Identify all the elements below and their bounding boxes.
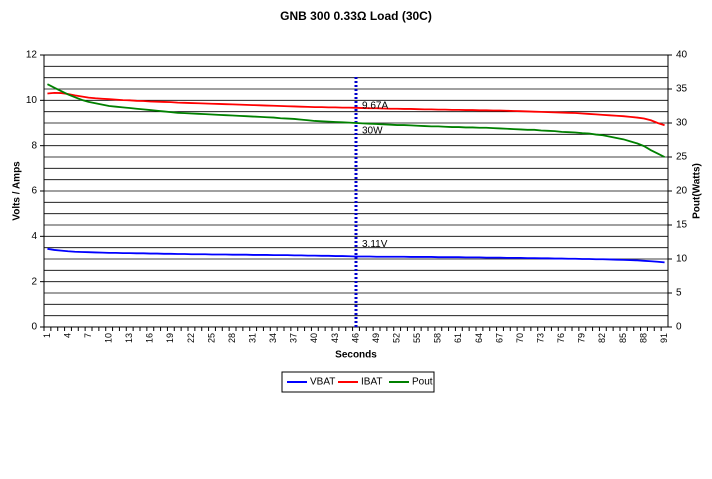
legend-label: IBAT [361, 377, 382, 388]
chart-title: GNB 300 0.33Ω Load (30C) [280, 9, 432, 23]
x-tick-label: 82 [597, 333, 607, 343]
x-tick-label: 22 [186, 333, 196, 343]
y2-tick-label: 15 [676, 220, 688, 231]
x-tick-label: 67 [494, 333, 504, 343]
x-tick-label: 52 [392, 333, 402, 343]
annotation: 30W [362, 126, 383, 137]
series-line [47, 247, 665, 264]
x-tick-label: 28 [227, 333, 237, 343]
x-tick-label: 37 [289, 333, 299, 343]
x-tick-label: 61 [453, 333, 463, 343]
legend: VBAT IBAT Pout [281, 371, 435, 393]
x-tick-label: 85 [618, 333, 628, 343]
y2-tick-label: 40 [676, 50, 688, 61]
x-tick-label: 7 [83, 333, 93, 338]
x-tick-label: 55 [412, 333, 422, 343]
y-tick-label: 8 [31, 140, 37, 151]
y2-axis-label: Pout(Watts) [692, 163, 703, 219]
x-tick-label: 16 [145, 333, 155, 343]
x-tick-label: 73 [536, 333, 546, 343]
x-tick-label: 88 [638, 333, 648, 343]
y-tick-label: 2 [31, 276, 37, 287]
x-tick-label: 49 [371, 333, 381, 343]
y2-tick-label: 0 [676, 322, 682, 333]
annotation: 9.67A [362, 100, 388, 111]
x-tick-label: 91 [659, 333, 669, 343]
x-axis-label: Seconds [335, 350, 377, 361]
x-tick-label: 1 [42, 333, 52, 338]
y2-tick-label: 35 [676, 84, 688, 95]
x-tick-label: 76 [556, 333, 566, 343]
x-tick-label: 79 [577, 333, 587, 343]
x-tick-label: 4 [62, 333, 72, 338]
x-tick-label: 31 [248, 333, 258, 343]
y-tick-label: 0 [31, 322, 37, 333]
y2-tick-label: 5 [676, 288, 682, 299]
annotation: 3.11V [362, 239, 388, 250]
y2-tick-label: 30 [676, 118, 688, 129]
x-tick-label: 25 [206, 333, 216, 343]
x-tick-label: 70 [515, 333, 525, 343]
x-tick-label: 34 [268, 333, 278, 343]
y-tick-label: 4 [31, 231, 37, 242]
y2-tick-label: 10 [676, 254, 688, 265]
y-axis-label: Volts / Amps [12, 161, 23, 221]
x-tick-label: 19 [165, 333, 175, 343]
x-tick-label: 58 [433, 333, 443, 343]
x-tick-label: 10 [104, 333, 114, 343]
series-line [47, 91, 665, 127]
x-tick-label: 64 [474, 333, 484, 343]
legend-label: VBAT [310, 377, 335, 388]
legend-label: Pout [412, 377, 433, 388]
y-tick-label: 12 [26, 50, 38, 61]
x-tick-label: 46 [350, 333, 360, 343]
y-tick-label: 6 [31, 186, 37, 197]
x-tick-label: 13 [124, 333, 134, 343]
x-tick-label: 40 [309, 333, 319, 343]
y2-tick-label: 25 [676, 152, 688, 163]
y-tick-label: 10 [26, 95, 38, 106]
series-line [47, 83, 665, 158]
y2-tick-label: 20 [676, 186, 688, 197]
x-tick-label: 43 [330, 333, 340, 343]
